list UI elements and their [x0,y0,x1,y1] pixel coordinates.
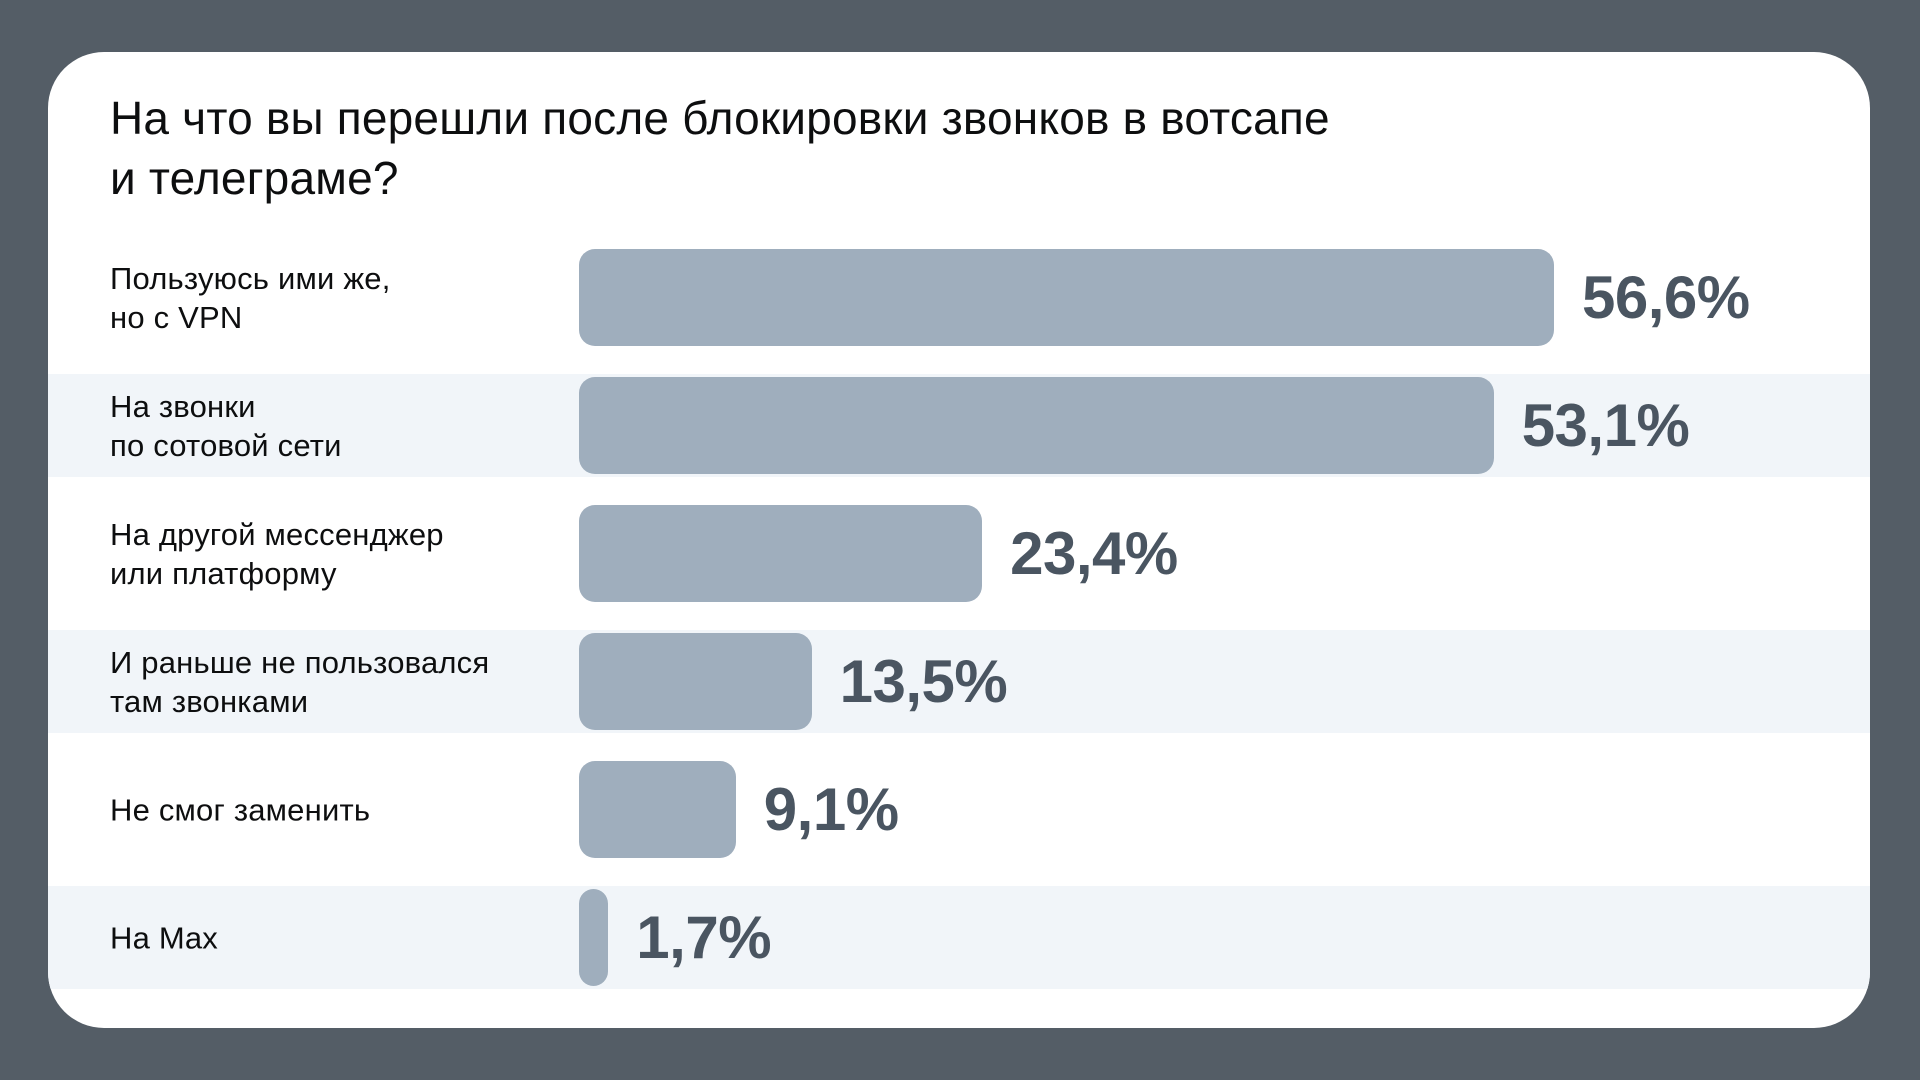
bar-track: 53,1% [579,374,1850,477]
bar [579,249,1554,346]
category-label: На Max [110,920,219,955]
bar-row: На Max 1,7% [48,886,1870,989]
category-label: На другой мессенджер или платформу [110,516,444,591]
value-label: 56,6% [1582,264,1750,331]
category-label: Не смог заменить [110,792,371,827]
category-label: И раньше не пользовался там звонками [110,644,490,719]
bar-track: 13,5% [579,630,1850,733]
bar-rows: Пользуюсь ими же, но с VPN 56,6% На звон… [48,246,1870,1014]
chart-card: На что вы перешли после блокировки звонк… [48,52,1870,1028]
bar-row: Не смог заменить 9,1% [48,758,1870,861]
bar-row: На другой мессенджер или платформу 23,4% [48,502,1870,605]
bar [579,505,983,602]
bar-track: 56,6% [579,246,1850,349]
bar-track: 23,4% [579,502,1850,605]
value-label: 1,7% [636,904,772,971]
bar-row: Пользуюсь ими же, но с VPN 56,6% [48,246,1870,349]
bar-row: И раньше не пользовался там звонками 13,… [48,630,1870,733]
bar-row: На звонки по сотовой сети 53,1% [48,374,1870,477]
bar [579,377,1494,474]
category-label: На звонки по сотовой сети [110,388,342,463]
value-label: 23,4% [1010,520,1178,587]
bar [579,889,609,986]
bar [579,633,812,730]
bar-track: 9,1% [579,758,1850,861]
chart-title: На что вы перешли после блокировки звонк… [110,92,1330,204]
value-label: 53,1% [1521,392,1690,459]
value-label: 9,1% [763,776,899,843]
category-label: Пользуюсь ими же, но с VPN [110,260,391,335]
bar [579,761,736,858]
bar-track: 1,7% [579,886,1850,989]
value-label: 13,5% [839,648,1008,715]
